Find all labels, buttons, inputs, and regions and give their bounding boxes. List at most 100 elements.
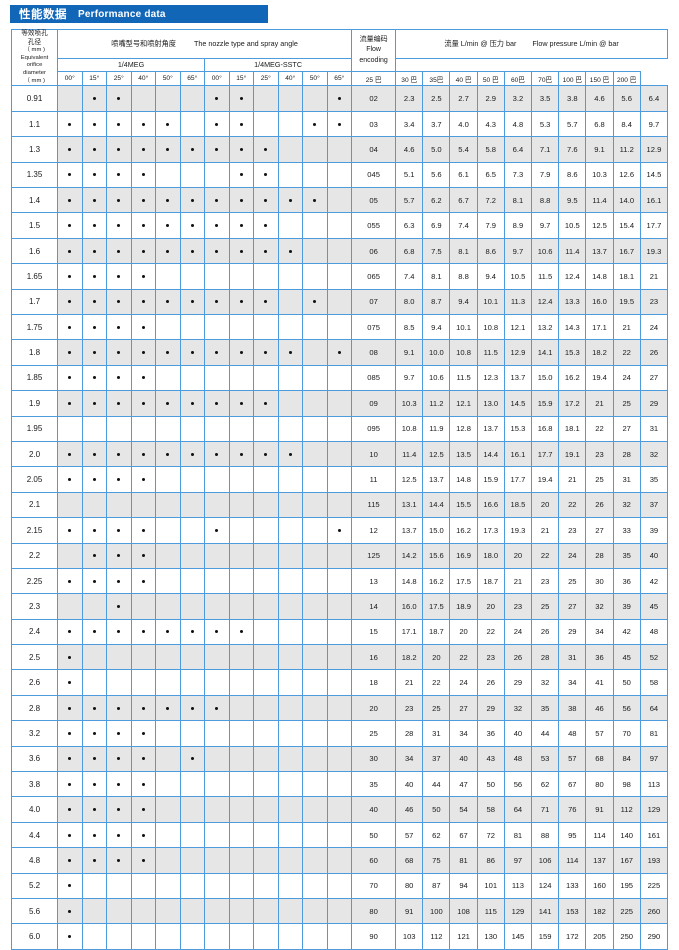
cell-flow-0: 12.5: [395, 466, 424, 493]
cell-meg-65deg: [179, 466, 205, 493]
cell-meg-40deg: [130, 263, 156, 290]
cell-flow-0: 7.4: [395, 263, 424, 290]
performance-table: 等效喷孔 孔径 （ mm ) Equivalent orifice diamet…: [11, 28, 669, 950]
nozzle-group-en: The nozzle type and spray angle: [193, 39, 298, 49]
cell-meg-15deg: [81, 161, 107, 189]
cell-sstc-15deg: [228, 415, 254, 442]
cell-flow-7: 26: [585, 491, 614, 519]
cell-meg-40deg: [130, 847, 156, 874]
cell-flow-9: 17.7: [639, 212, 669, 239]
cell-flow-encoding: 075: [351, 313, 397, 341]
cell-flow-5: 124: [531, 872, 560, 899]
cell-sstc-00deg: [204, 161, 230, 189]
cell-flow-7: 22: [585, 415, 614, 442]
cell-meg-00deg: [57, 136, 83, 163]
cell-sstc-65deg: [326, 542, 353, 569]
cell-meg-65deg: [179, 745, 205, 773]
cell-meg-15deg: [81, 136, 107, 163]
cell-flow-3: 86: [476, 847, 505, 874]
cell-meg-40deg: [130, 85, 156, 112]
cell-meg-25deg: [106, 593, 132, 620]
cell-meg-50deg: [155, 440, 181, 468]
table-row: 1.95 095 10.8 11.9 12.8 13.7 15.3 16.8 18.1 22 27 3…: [11, 415, 669, 442]
cell-flow-4: 13.7: [503, 364, 533, 392]
cell-sstc-15deg: [228, 288, 254, 316]
cell-flow-8: 167: [612, 847, 641, 874]
cell-flow-7: 13.7: [585, 237, 614, 265]
cell-meg-40deg: [130, 567, 156, 595]
cell-meg-00deg: [57, 313, 83, 341]
cell-flow-5: 141: [531, 897, 560, 925]
cell-meg-40deg: [130, 923, 156, 950]
cell-sstc-15deg: [228, 517, 254, 544]
cell-meg-15deg: [81, 694, 107, 722]
cell-sstc-00deg: [204, 415, 230, 442]
cell-meg-25deg: [106, 567, 132, 595]
table-row: 2.5 16 18.2 20 22 23 26 28 31 36 45 52: [11, 644, 669, 671]
cell-meg-50deg: [155, 110, 181, 138]
cell-flow-2: 13.5: [449, 440, 478, 468]
cell-meg-00deg: [57, 339, 83, 366]
cell-flow-7: 68: [585, 745, 614, 773]
cell-flow-4: 14.5: [503, 390, 533, 417]
cell-orifice-diameter: 4.4: [11, 821, 58, 849]
cell-flow-1: 62: [422, 821, 451, 849]
cell-meg-65deg: [179, 390, 205, 417]
cell-flow-2: 12.1: [449, 390, 478, 417]
cell-flow-4: 23: [503, 593, 533, 620]
cell-meg-25deg: [106, 542, 132, 569]
cell-flow-5: 14.1: [531, 339, 560, 366]
cell-meg-40deg: [130, 110, 156, 138]
cell-flow-3: 7.2: [476, 187, 505, 214]
cell-flow-8: 195: [612, 872, 641, 899]
cell-meg-40deg: [130, 339, 156, 366]
cell-meg-50deg: [155, 390, 181, 417]
cell-meg-40deg: [130, 897, 156, 925]
cell-flow-2: 47: [449, 771, 478, 798]
cell-meg-15deg: [81, 313, 107, 341]
cell-meg-25deg: [106, 339, 132, 366]
cell-meg-40deg: [130, 237, 156, 265]
cell-flow-encoding: 25: [351, 720, 397, 747]
cell-orifice-diameter: 3.6: [11, 745, 58, 773]
cell-flow-3: 29: [476, 694, 505, 722]
cell-flow-7: 182: [585, 897, 614, 925]
cell-flow-2: 8.8: [449, 263, 478, 290]
cell-flow-7: 10.3: [585, 161, 614, 189]
cell-flow-0: 14.2: [395, 542, 424, 569]
cell-meg-00deg: [57, 85, 83, 112]
cell-orifice-diameter: 2.15: [11, 517, 58, 544]
cell-flow-3: 16.6: [476, 491, 505, 519]
cell-sstc-65deg: [326, 364, 353, 392]
cell-meg-00deg: [57, 567, 83, 595]
table-row: 4.0 40 46 50 54 58 64 71 76 91 112 129: [11, 796, 669, 823]
cell-flow-9: 21: [639, 263, 669, 290]
cell-flow-1: 15.6: [422, 542, 451, 569]
cell-sstc-25deg: [253, 720, 279, 747]
cell-orifice-diameter: 2.05: [11, 466, 58, 493]
cell-flow-0: 8.5: [395, 313, 424, 341]
cell-sstc-25deg: [253, 110, 279, 138]
cell-sstc-25deg: [253, 161, 279, 189]
cell-flow-3: 20: [476, 593, 505, 620]
cell-flow-1: 11.9: [422, 415, 451, 442]
cell-meg-65deg: [179, 110, 205, 138]
cell-sstc-15deg: [228, 771, 254, 798]
cell-meg-40deg: [130, 440, 156, 468]
cell-flow-6: 24: [558, 542, 587, 569]
cell-sstc-40deg: [277, 364, 303, 392]
cell-flow-9: 40: [639, 542, 669, 569]
cell-flow-2: 24: [449, 669, 478, 696]
cell-sstc-00deg: [204, 390, 230, 417]
cell-meg-50deg: [155, 288, 181, 316]
cell-meg-00deg: [57, 390, 83, 417]
table-row: 1.65 065 7.4 8.1 8.8 9.4 10.5 11.5 12.4 14.8 18.1 2…: [11, 263, 669, 290]
cell-sstc-00deg: [204, 491, 230, 519]
cell-flow-1: 8.1: [422, 263, 451, 290]
cell-sstc-40deg: [277, 187, 303, 214]
cell-meg-15deg: [81, 390, 107, 417]
cell-flow-1: 17.5: [422, 593, 451, 620]
cell-sstc-65deg: [326, 593, 353, 620]
cell-flow-0: 10.3: [395, 390, 424, 417]
cell-flow-2: 6.1: [449, 161, 478, 189]
